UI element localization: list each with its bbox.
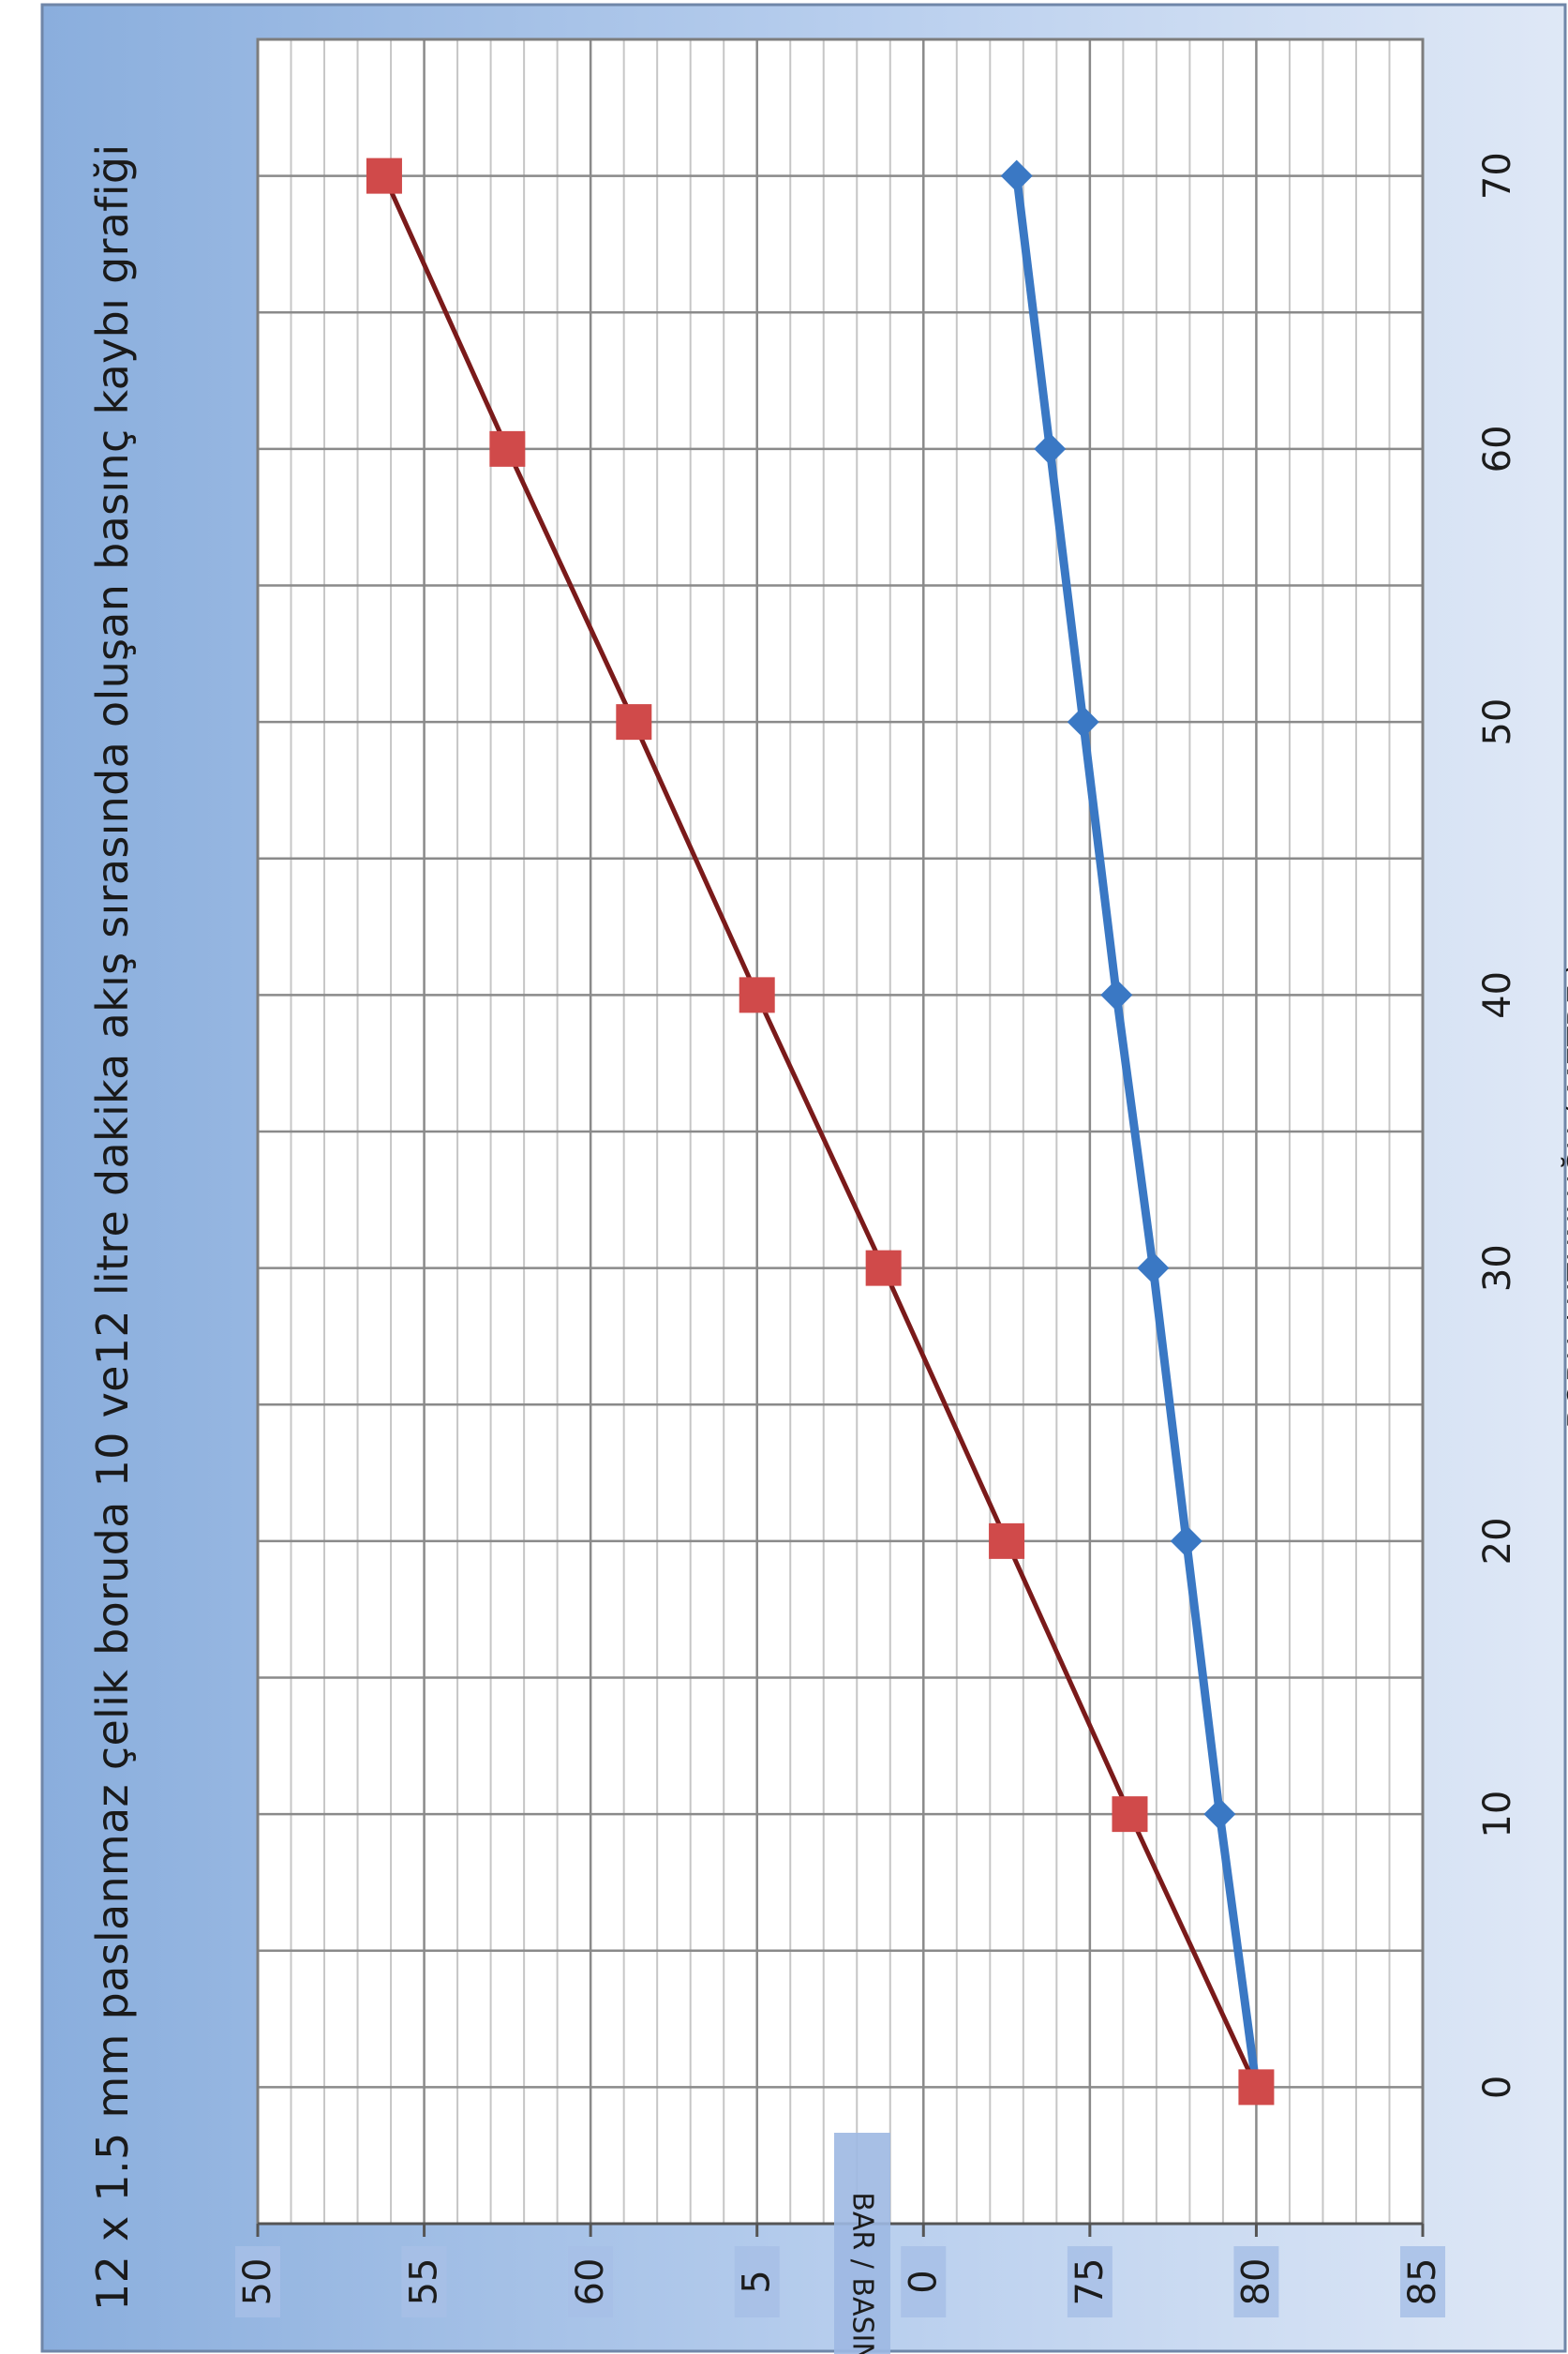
ylabel-bg: [834, 2133, 890, 2354]
series-2-point: [739, 977, 775, 1013]
series-1-point: [1203, 1798, 1236, 1831]
x-axis-title: BORU / UZUNLUĞU ( METRE ): [1561, 962, 1568, 1429]
series-1-point: [1000, 159, 1033, 192]
series-2-point: [616, 704, 652, 741]
value-tick-label: 50: [236, 2258, 279, 2306]
value-tick-label-bg: [235, 2246, 280, 2317]
chart-title: 12 x 1.5 mm paslanmaz çelik boruda 10 ve…: [87, 143, 138, 2311]
value-tick-label-bg: [734, 2246, 780, 2317]
value-tick-label-bg: [568, 2246, 614, 2317]
length-tick-label: 20: [1476, 1517, 1519, 1565]
value-tick-label: 0: [902, 2270, 945, 2293]
value-tick-label-bg: [1067, 2246, 1113, 2317]
length-tick-label: 40: [1476, 971, 1519, 1019]
series-2-point: [366, 157, 402, 194]
label-layer: BAR / BASINÇ BORU / UZUNLUĞU ( METRE ): [834, 962, 1568, 2354]
series-1-point: [1100, 979, 1133, 1012]
value-tick-label: 5: [736, 2270, 779, 2293]
series-2-point: [1238, 2069, 1275, 2106]
series-layer: [366, 157, 1275, 2106]
value-tick-label-bg: [1233, 2246, 1279, 2317]
length-tick-label: 30: [1476, 1244, 1519, 1292]
value-tick-label: 55: [403, 2258, 446, 2306]
y-axis-title: BAR / BASINÇ: [846, 2192, 879, 2354]
length-tick-label: 60: [1476, 425, 1519, 472]
series-1-point: [1067, 706, 1099, 739]
series-line-1: [1012, 172, 1261, 2092]
series-2-point: [1112, 1796, 1148, 1833]
series-1-point: [1034, 432, 1067, 465]
value-tick-label-bg: [901, 2246, 947, 2317]
value-tick-label: 85: [1401, 2258, 1444, 2306]
value-tick-label: 60: [569, 2258, 612, 2306]
series-1-point: [1170, 1524, 1202, 1557]
length-tick-label: 50: [1476, 698, 1519, 746]
length-tick-label: 0: [1476, 2076, 1519, 2099]
length-tick-label: 70: [1476, 152, 1519, 200]
series-line-2: [381, 173, 1259, 2090]
series-2-point: [489, 430, 526, 467]
value-tick-label: 75: [1068, 2258, 1112, 2306]
series-2-point: [989, 1522, 1025, 1559]
series-2-point: [865, 1250, 902, 1286]
value-tick-label-bg: [1400, 2246, 1445, 2317]
series-1-point: [1137, 1252, 1170, 1284]
length-tick-label: 10: [1476, 1791, 1519, 1838]
value-tick-label-bg: [401, 2246, 447, 2317]
value-tick-label: 80: [1234, 2258, 1277, 2306]
title-wrap: 12 x 1.5 mm paslanmaz çelik boruda 10 ve…: [84, 0, 141, 2325]
